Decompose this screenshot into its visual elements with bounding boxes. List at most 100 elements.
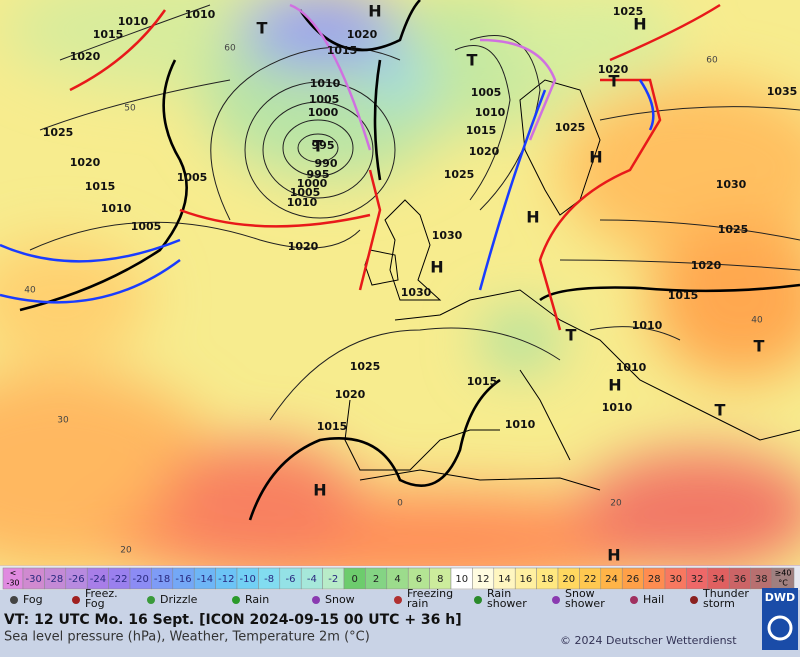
pressure-label: 1020 [469,145,500,158]
scale-bar: <-30 -30 -28 -26 -24 -22 -20 -18 -16 -14 -12 -10 -8-… [0,566,800,591]
temperature-field [0,0,800,590]
isobars [19,0,800,521]
legend-label: Rain [487,587,511,600]
pressure-label: 1010 [616,361,647,374]
scale-label: °C [778,579,788,588]
grid-label: 20 [120,546,132,556]
pressure-center: T [715,401,726,420]
scale-label: -26 [68,574,84,585]
legend: Fog Freez.Fog Drizzle Rain Snow FreezingrainR… [10,587,749,610]
legend-symbol [232,596,240,604]
scale-label: 18 [541,574,554,585]
scale-label: 34 [712,574,725,585]
pressure-label: 1010 [118,15,149,28]
scale-label: 20 [562,574,575,585]
pressure-label: 1020 [335,388,366,401]
pressure-center: T [609,72,620,91]
pressure-label: 1025 [555,121,586,134]
scale-label: 12 [477,574,490,585]
pressure-center: T [313,137,324,156]
scale-label: -4 [307,574,317,585]
pressure-label: 1030 [401,286,432,299]
pressure-center: T [467,51,478,70]
legend-label: Fog [85,597,105,610]
pressure-label: 1010 [101,202,132,215]
scale-label: 10 [455,574,468,585]
dwd-text: DWD [765,591,795,604]
scale-label: -28 [47,574,63,585]
scale-label: 2 [373,574,379,585]
legend-label: Snow [325,593,355,606]
pressure-label: 1005 [309,93,340,106]
scale-label: -2 [328,574,338,585]
scale-label: -18 [154,574,170,585]
pressure-label: 1020 [70,50,101,63]
pressure-label: 1010 [602,401,633,414]
pressure-label: 1015 [85,180,116,193]
scale-label: -8 [264,574,274,585]
pressure-center: H [589,148,602,167]
pressure-center: H [430,258,443,277]
pressure-label: 1020 [347,28,378,41]
legend-label: Hail [643,593,664,606]
scale-label: 6 [416,574,422,585]
pressure-label: 1020 [70,156,101,169]
legend-symbol [10,596,18,604]
legend-label: Snow [565,587,595,600]
pressure-label: 1025 [43,126,74,139]
legend-symbol [630,596,638,604]
scale-label: -22 [111,574,127,585]
scale-label: ≥40 [775,569,792,578]
pressure-label: 1000 [297,177,328,190]
legend-label: storm [703,597,735,610]
legend-symbol [690,596,698,604]
pressure-label: 1015 [467,375,498,388]
pressure-label: 1015 [317,420,348,433]
logo-icon [767,615,793,641]
scale-label: 32 [691,574,704,585]
legend-label: Freezing [407,587,453,600]
scale-label: -16 [175,574,191,585]
legend-label: shower [487,597,527,610]
legend-symbol [394,596,402,604]
pressure-label: 990 [315,157,338,170]
pressure-label: 1010 [287,196,318,209]
pressure-label: 995 [312,139,335,152]
legend-symbol [72,596,80,604]
pressure-label: 1020 [691,259,722,272]
grid-label: 40 [24,286,36,296]
scale-label: 30 [669,574,682,585]
pressure-label: 995 [307,168,330,181]
pressure-center: H [368,2,381,21]
pressure-center: H [633,15,646,34]
scale-label: 36 [734,574,747,585]
scale-label: 14 [498,574,511,585]
pressure-label: 1015 [327,44,358,57]
pressure-label: 1015 [466,124,497,137]
legend-label: rain [407,597,428,610]
scale-label: 28 [648,574,661,585]
pressure-center: T [566,326,577,345]
pressure-center: H [526,208,539,227]
scale-label: -10 [240,574,256,585]
scale-label: -12 [218,574,234,585]
description: Sea level pressure (hPa), Weather, Tempe… [4,630,370,645]
pressure-label: 1000 [308,106,339,119]
pressure-center: T [754,337,765,356]
pressure-label: 1010 [310,77,341,90]
pressure-label: 1005 [131,220,162,233]
pressure-label: 1025 [718,223,749,236]
pressure-label: 1025 [350,360,381,373]
pressure-label: 1010 [185,8,216,21]
pressure-label: 1005 [290,186,321,199]
valid-time: VT: 12 UTC Mo. 16 Sept. [ICON 2024-09-15… [4,612,462,628]
pressure-label: 1010 [505,418,536,431]
scale-label: -6 [286,574,296,585]
scale-label: -30 [6,579,19,588]
scale-label: 0 [352,574,358,585]
scale-label: < [10,569,17,578]
pressure-label: 1010 [632,319,663,332]
pressure-label: 1005 [471,86,502,99]
pressure-label: 1025 [444,168,475,181]
